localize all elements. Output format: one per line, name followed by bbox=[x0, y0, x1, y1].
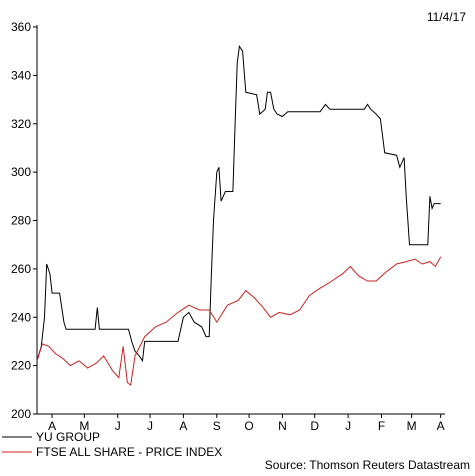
x-tick-label: A bbox=[48, 419, 56, 433]
y-tick-label: 240 bbox=[11, 310, 31, 324]
x-tick-label: J bbox=[147, 419, 153, 433]
series-line-ftse-all-share bbox=[36, 256, 442, 386]
legend-item-ftse-all-share: FTSE ALL SHARE - PRICE INDEX bbox=[2, 445, 222, 459]
y-tick-label: 360 bbox=[11, 20, 31, 34]
chart-date-label: 11/4/17 bbox=[427, 10, 466, 24]
y-tick-label: 340 bbox=[11, 68, 31, 82]
legend: YU GROUP FTSE ALL SHARE - PRICE INDEX bbox=[2, 430, 222, 459]
y-tick-label: 220 bbox=[11, 359, 31, 373]
x-tick-label: A bbox=[437, 419, 445, 433]
x-tick-label: D bbox=[310, 419, 319, 433]
x-tick-label: M bbox=[407, 419, 417, 433]
y-axis: 200 220 240 260 280 300 320 340 360 bbox=[11, 20, 38, 421]
x-tick-label: J bbox=[115, 419, 121, 433]
legend-item-yu-group: YU GROUP bbox=[2, 430, 100, 444]
x-tick-label: S bbox=[213, 419, 221, 433]
y-tick-label: 300 bbox=[11, 165, 31, 179]
x-tick-label: O bbox=[244, 419, 253, 433]
y-tick-label: 260 bbox=[11, 262, 31, 276]
x-tick-label: J bbox=[345, 419, 351, 433]
x-tick-label: M bbox=[79, 419, 89, 433]
y-tick-label: 280 bbox=[11, 214, 31, 228]
y-tick-label: 200 bbox=[11, 407, 31, 421]
series-line-yu-group bbox=[36, 45, 441, 363]
x-tick-label: N bbox=[278, 419, 287, 433]
legend-label-yu-group: YU GROUP bbox=[36, 430, 100, 444]
x-tick-label: A bbox=[179, 419, 187, 433]
y-tick-label: 320 bbox=[11, 117, 31, 131]
x-tick-label: F bbox=[378, 419, 385, 433]
series-lines bbox=[36, 45, 442, 386]
source-note: Source: Thomson Reuters Datastream bbox=[265, 458, 470, 472]
legend-label-ftse-all-share: FTSE ALL SHARE - PRICE INDEX bbox=[36, 445, 222, 459]
